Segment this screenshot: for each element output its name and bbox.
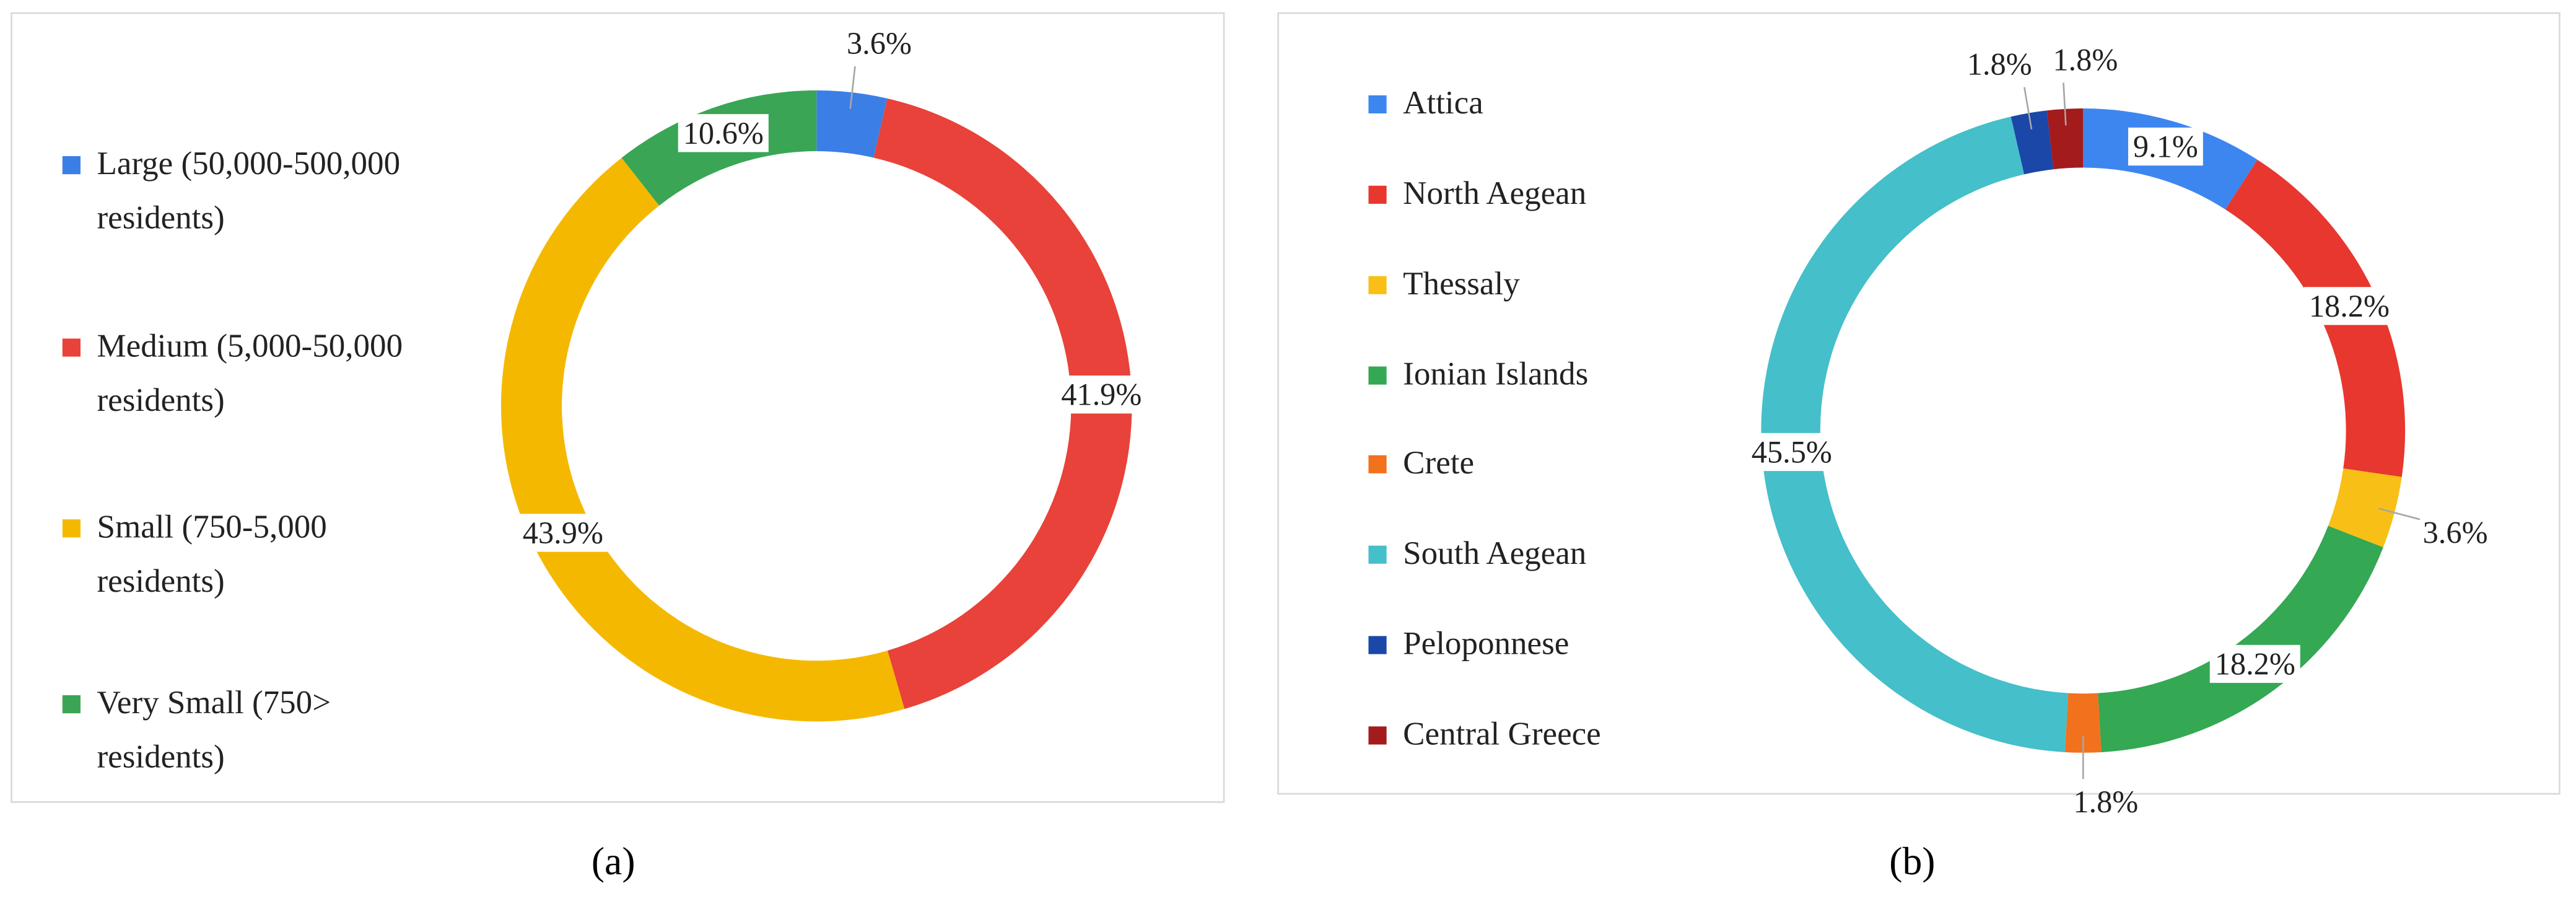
data-label: 3.6% [847,26,912,61]
legend-label: Central Greece [1403,716,1601,753]
panel-caption: (a) [591,841,635,884]
legend-item: Crete [1368,437,1730,492]
data-label: 18.2% [2215,646,2295,681]
label-background [2209,644,2300,683]
legend-label: South Aegean [1403,535,1587,573]
donut-segment [2011,110,2054,175]
leader-line [2378,507,2421,520]
panel-a-frame [11,12,1225,803]
legend-item: Thessaly [1368,258,1730,312]
legend-swatch [1368,636,1387,654]
label-background [2303,287,2395,325]
legend-item: Ionian Islands [1368,348,1730,403]
donut-segment [2046,108,2084,170]
legend-label: Crete [1403,445,1475,482]
legend-swatch [1368,545,1387,564]
legend-swatch [1368,455,1387,473]
donut-segment [1761,116,2069,752]
data-label: 9.1% [2133,130,2198,164]
legend-label: Very Small (750> residents) [97,685,331,776]
legend-label: Small (750-5,000 residents) [97,509,327,600]
legend-swatch [62,338,81,357]
legend-swatch [1368,185,1387,204]
legend-item: Large (50,000-500,000 residents) [62,138,457,247]
legend-item: Attica [1368,77,1730,132]
donut-segment [873,98,1132,709]
data-label: 43.9% [523,516,603,550]
legend-swatch [62,156,81,175]
donut-segment [2328,468,2402,548]
legend-label: Peloponnese [1403,626,1570,662]
legend-label: Ionian Islands [1403,356,1589,393]
data-label: 18.2% [2309,289,2390,323]
legend-label: Medium (5,000-50,000 residents) [97,328,403,419]
legend-item: Small (750-5,000 residents) [62,501,457,610]
label-background [1056,375,1147,414]
label-background [678,114,769,152]
data-label: 3.6% [2423,515,2488,550]
label-background [1746,433,1837,472]
legend-item: Medium (5,000-50,000 residents) [62,320,457,429]
legend-swatch [62,695,81,714]
panel-caption: (b) [1889,841,1936,884]
donut-segment [2098,525,2383,752]
data-label: 41.9% [1061,377,1142,412]
donut-segment [2225,159,2406,477]
legend-item: North Aegean [1368,168,1730,222]
label-background [517,514,608,552]
legend-swatch [1368,726,1387,745]
legend-swatch [1368,366,1387,385]
legend-item: Central Greece [1368,708,1730,763]
data-label: 1.8% [1967,47,2032,82]
legend-label: North Aegean [1403,175,1587,213]
leader-line [2023,87,2033,130]
data-label: 10.6% [683,116,764,151]
legend-label: Thessaly [1403,266,1520,303]
legend-swatch [1368,276,1387,294]
legend-swatch [62,519,81,538]
donut-segment [500,157,905,722]
legend-label: Large (50,000-500,000 residents) [97,146,401,237]
donut-segment [816,90,888,158]
legend-item: South Aegean [1368,527,1730,582]
leader-line [849,66,856,109]
leader-line [2063,82,2067,126]
label-background [2128,127,2203,166]
data-label: 1.8% [2073,784,2138,819]
donut-segment [2064,693,2102,753]
legend-swatch [1368,95,1387,114]
data-label: 45.5% [1752,434,1832,469]
legend-item: Very Small (750> residents) [62,677,457,786]
legend-label: Attica [1403,85,1483,122]
data-label: 1.8% [2053,42,2118,77]
legend-item: Peloponnese [1368,618,1730,672]
